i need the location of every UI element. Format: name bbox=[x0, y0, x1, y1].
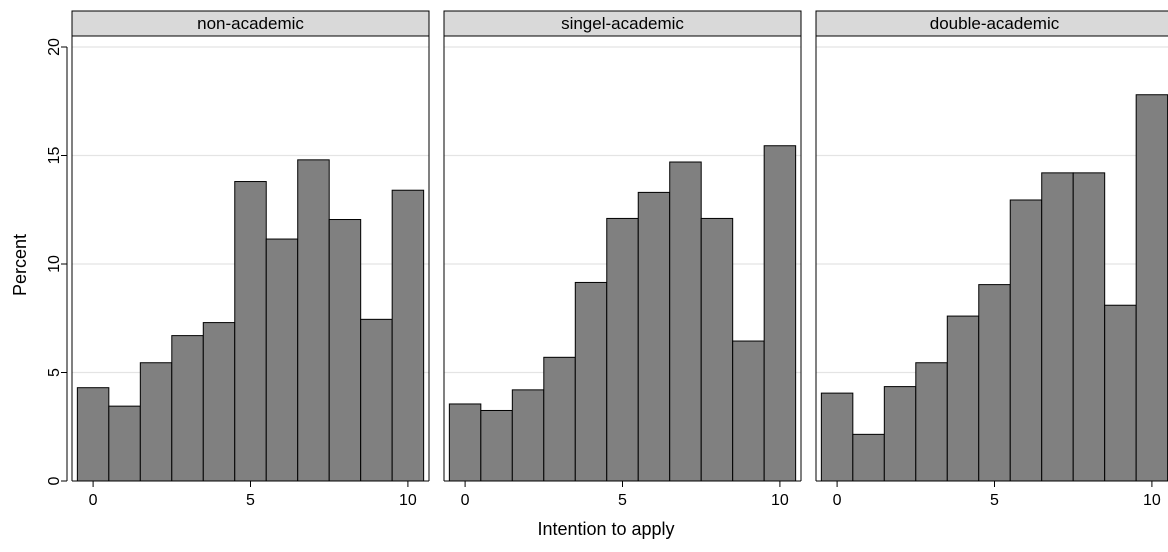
bar bbox=[1135, 94, 1168, 482]
bar bbox=[480, 409, 513, 482]
panel-title: non-academic bbox=[197, 14, 304, 33]
x-tick-label: 5 bbox=[990, 492, 999, 509]
bar bbox=[139, 362, 173, 482]
x-tick-label: 5 bbox=[618, 492, 627, 509]
bar bbox=[391, 189, 425, 482]
x-tick-label: 0 bbox=[833, 492, 842, 509]
bar bbox=[1104, 304, 1137, 482]
bar bbox=[606, 217, 639, 482]
bar bbox=[852, 433, 885, 482]
panel-double-academic: double-academic 0 5 10 bbox=[815, 10, 1168, 509]
y-tick-label: 10 bbox=[46, 255, 63, 273]
bar bbox=[700, 217, 734, 482]
x-tick-label: 10 bbox=[771, 492, 789, 509]
bar bbox=[1072, 172, 1106, 482]
bar bbox=[76, 387, 110, 482]
strip-header bbox=[71, 10, 430, 37]
strip-header bbox=[443, 10, 802, 37]
bar bbox=[915, 362, 948, 482]
y-tick-label: 0 bbox=[46, 476, 63, 485]
x-tick-label: 10 bbox=[399, 492, 417, 509]
bar bbox=[297, 159, 330, 482]
bar bbox=[883, 386, 917, 482]
y-tick-label: 5 bbox=[46, 368, 63, 377]
y-axis: 0 5 10 15 20 bbox=[46, 38, 68, 485]
bar bbox=[108, 405, 141, 482]
y-axis-title: Percent bbox=[10, 234, 30, 296]
x-tick-label: 0 bbox=[461, 492, 470, 509]
panel-title: singel-academic bbox=[561, 14, 684, 33]
bar bbox=[574, 281, 608, 482]
bar bbox=[265, 238, 299, 482]
y-tick-label: 20 bbox=[46, 38, 63, 56]
bar bbox=[360, 318, 393, 482]
y-tick-label: 15 bbox=[46, 147, 63, 165]
bar bbox=[1009, 199, 1043, 482]
bar bbox=[171, 335, 204, 482]
bar bbox=[234, 181, 267, 482]
bar bbox=[978, 284, 1011, 482]
panel-singel-academic: singel-academic 0 5 10 bbox=[443, 10, 802, 509]
panel-non-academic: non-academic 0 5 10 bbox=[71, 10, 430, 509]
bar bbox=[511, 389, 545, 482]
bar bbox=[820, 392, 854, 482]
panel-title: double-academic bbox=[930, 14, 1060, 33]
bar bbox=[1041, 172, 1074, 482]
bar bbox=[543, 356, 576, 482]
x-tick-label: 5 bbox=[246, 492, 255, 509]
bar bbox=[328, 219, 362, 482]
bar bbox=[637, 191, 671, 482]
bar bbox=[669, 161, 702, 482]
bar bbox=[448, 403, 482, 482]
bar bbox=[763, 145, 797, 482]
x-axis-title: Intention to apply bbox=[537, 519, 674, 539]
x-tick-label: 10 bbox=[1143, 492, 1161, 509]
x-tick-label: 0 bbox=[89, 492, 98, 509]
bar bbox=[946, 315, 980, 482]
strip-header bbox=[815, 10, 1168, 37]
bar bbox=[202, 322, 236, 482]
bar bbox=[732, 340, 765, 482]
